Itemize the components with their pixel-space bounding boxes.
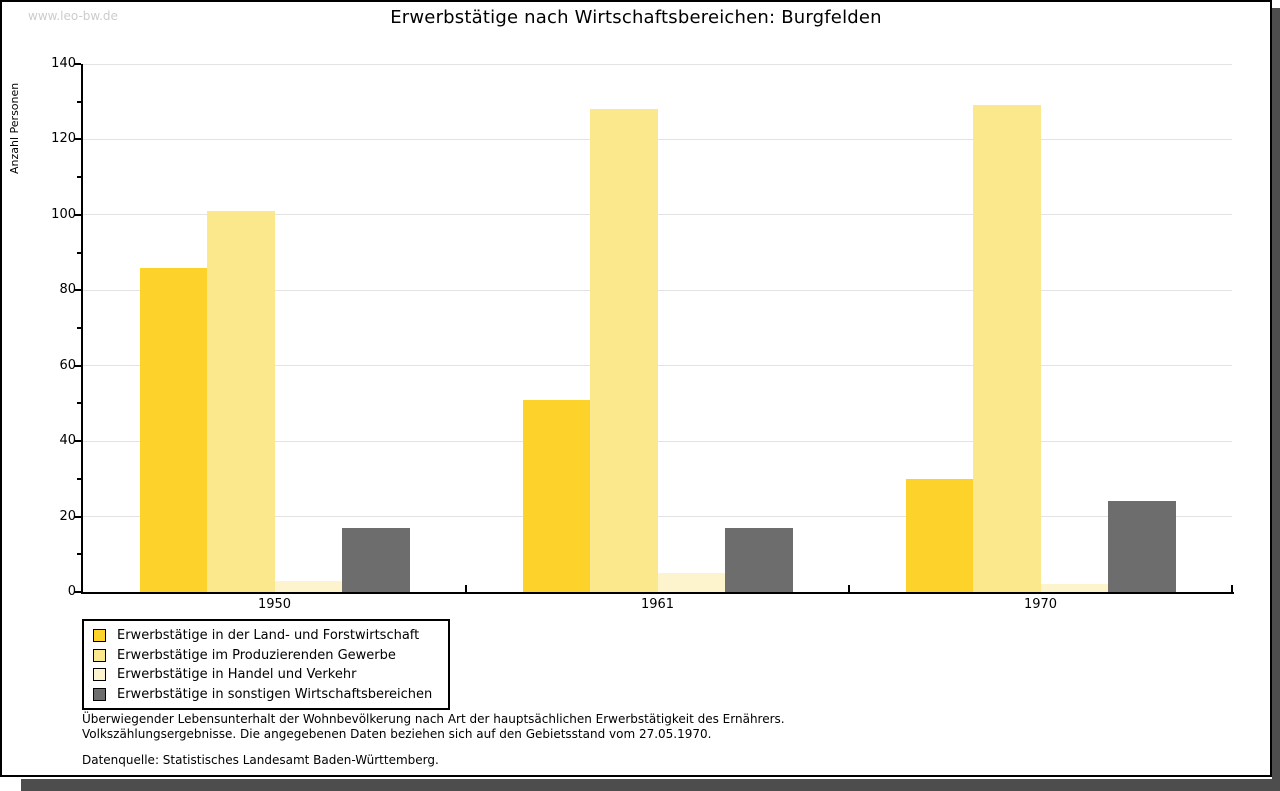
y-axis-tick (74, 138, 81, 141)
x-axis-tick (1231, 585, 1233, 592)
legend-item: Erwerbstätige in der Land- und Forstwirt… (93, 626, 439, 646)
gridline (83, 516, 1232, 518)
page-shadow-bottom (21, 779, 1280, 791)
bar (905, 478, 973, 592)
bar (207, 211, 275, 592)
plot-area: 0 20 40 60 80 100 120 140 1950 1961 1970 (2, 2, 1274, 779)
gridline (83, 440, 1232, 442)
watermark-url: www.leo-bw.de (28, 9, 118, 23)
legend-item-label: Erwerbstätige in sonstigen Wirtschaftsbe… (117, 686, 433, 702)
gridline (83, 138, 1232, 140)
bar (973, 105, 1041, 592)
y-axis-minor-tick (77, 100, 81, 103)
y-axis-tick-label: 20 (59, 508, 76, 524)
x-axis-tick (465, 585, 467, 592)
y-axis-tick (74, 364, 81, 367)
gridline (83, 289, 1232, 291)
legend-item: Erwerbstätige im Produzierenden Gewerbe (93, 646, 439, 666)
y-axis-tick (74, 289, 81, 292)
chart-title: Erwerbstätige nach Wirtschaftsbereichen:… (390, 7, 882, 28)
y-axis-tick (74, 515, 81, 518)
bar (1108, 501, 1176, 592)
y-axis-minor-tick (77, 477, 81, 480)
page-shadow-right (1272, 8, 1280, 791)
y-axis-tick-label: 120 (51, 131, 76, 147)
footnote-text: Überwiegender Lebensunterhalt der Wohnbe… (82, 712, 1232, 741)
x-axis-label: 1961 (640, 597, 675, 612)
chart-page: www.leo-bw.de Erwerbstätige nach Wirtsch… (0, 0, 1272, 777)
y-axis-tick (74, 213, 81, 216)
legend-swatch (93, 648, 106, 662)
bar (725, 527, 793, 592)
y-axis-tick (74, 440, 81, 443)
bar (274, 580, 342, 592)
y-axis-tick-label: 140 (51, 56, 76, 71)
bar (1040, 584, 1108, 592)
x-axis-label: 1950 (257, 597, 292, 612)
y-axis-minor-tick (77, 327, 81, 329)
bar (590, 109, 658, 592)
x-axis-line (81, 592, 1234, 594)
legend-swatch (93, 668, 106, 682)
footnote-line-1: Überwiegender Lebensunterhalt der Wohnbe… (82, 712, 785, 726)
y-axis-tick-label: 60 (59, 357, 76, 373)
legend-item-label: Erwerbstätige im Produzierenden Gewerbe (117, 647, 396, 663)
y-axis-tick (74, 591, 81, 593)
y-axis-tick-label: 80 (59, 282, 76, 298)
y-axis-minor-tick (77, 402, 81, 405)
x-axis-tick (848, 585, 850, 592)
bar (139, 267, 207, 592)
y-axis-line (81, 64, 83, 594)
bar (522, 399, 590, 592)
y-axis-tick-label: 0 (67, 584, 76, 599)
gridline (83, 214, 1232, 216)
y-axis-minor-tick (77, 251, 81, 254)
gridline (83, 63, 1232, 65)
legend-swatch (93, 629, 106, 643)
y-axis-tick-label: 100 (51, 206, 76, 222)
gridline (83, 365, 1232, 367)
bar (342, 527, 410, 592)
y-axis-minor-tick (77, 553, 81, 556)
legend-item-label: Erwerbstätige in Handel und Verkehr (117, 667, 357, 683)
legend: Erwerbstätige in der Land- und Forstwirt… (82, 619, 450, 710)
legend-item: Erwerbstätige in Handel und Verkehr (93, 665, 439, 685)
y-axis-minor-tick (77, 176, 81, 179)
x-axis-label: 1970 (1023, 597, 1058, 612)
legend-swatch (93, 687, 106, 701)
data-source-text: Datenquelle: Statistisches Landesamt Bad… (82, 753, 439, 767)
legend-item: Erwerbstätige in sonstigen Wirtschaftsbe… (93, 685, 439, 705)
footnote-line-2: Volkszählungsergebnisse. Die angegebenen… (82, 726, 712, 741)
y-axis-tick-label: 40 (59, 433, 76, 449)
y-axis-tick (74, 63, 81, 65)
legend-item-label: Erwerbstätige in der Land- und Forstwirt… (117, 628, 420, 644)
bar (657, 573, 725, 592)
